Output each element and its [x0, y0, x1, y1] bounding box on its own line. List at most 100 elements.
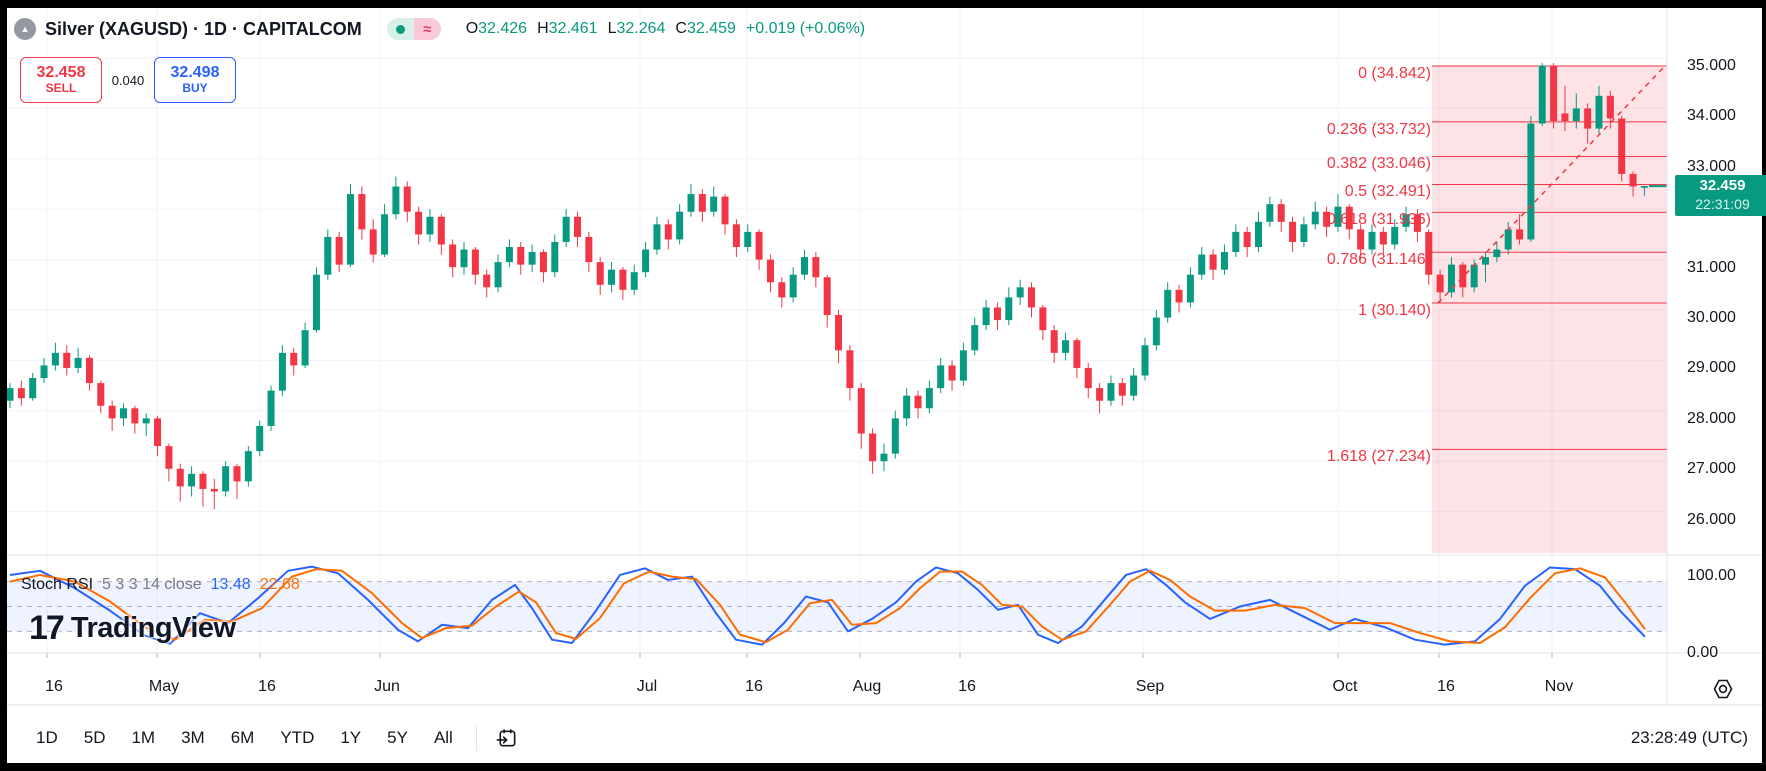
- candle-body: [642, 249, 650, 273]
- price-axis-label: 34.000: [1687, 107, 1736, 125]
- stoch-scale-top: 100.00: [1687, 567, 1736, 584]
- timeframe-button-1y[interactable]: 1Y: [340, 728, 362, 747]
- candle-body: [653, 224, 661, 250]
- stoch-rsi-legend[interactable]: Stoch RSI 5 3 3 14 close 13.48 22.68: [21, 576, 300, 594]
- timeframe-button-all[interactable]: All: [433, 728, 453, 747]
- candle-body: [982, 307, 990, 326]
- candle-body: [1459, 264, 1467, 288]
- candle-body: [835, 315, 843, 351]
- candle-body: [937, 365, 945, 389]
- stoch-k-value: 13.48: [210, 576, 251, 593]
- tradingview-logo[interactable]: 17 TradingView: [29, 609, 236, 648]
- candle-body: [290, 352, 298, 366]
- candle-body: [619, 269, 627, 290]
- candle-body: [1561, 113, 1569, 121]
- candle-body: [857, 388, 865, 434]
- market-status-toggle[interactable]: ≈: [386, 18, 441, 40]
- time-axis-label: 16: [958, 678, 976, 695]
- candle-body: [959, 350, 967, 381]
- timeframe-button-6m[interactable]: 6M: [230, 728, 255, 747]
- candle-body: [267, 390, 275, 426]
- timeframe-button-1d[interactable]: 1D: [36, 728, 58, 747]
- indicator-title: Stoch RSI: [21, 576, 94, 593]
- buy-price: 32.498: [170, 63, 220, 81]
- candle-body: [1323, 211, 1331, 227]
- sell-button[interactable]: 32.458 SELL: [20, 57, 102, 103]
- candle-body: [1550, 65, 1558, 121]
- candle-body: [778, 282, 786, 298]
- candle-body: [312, 274, 320, 331]
- candle-body: [971, 325, 979, 351]
- buy-button[interactable]: 32.498 BUY: [154, 57, 236, 103]
- candle-body: [222, 466, 230, 492]
- time-axis-label: 16: [258, 678, 276, 695]
- candle-body: [1107, 383, 1115, 401]
- candle-body: [721, 196, 729, 225]
- candle-body: [732, 224, 740, 247]
- candle-body: [744, 231, 752, 247]
- timeframe-button-1m[interactable]: 1M: [131, 728, 156, 747]
- price-axis-label: 35.000: [1687, 57, 1736, 74]
- candle-body: [630, 272, 638, 290]
- fib-level-label: 0.5 (32.491): [1344, 183, 1431, 201]
- candle-body: [1334, 206, 1342, 227]
- chart-canvas[interactable]: [7, 8, 1766, 771]
- timeframe-button-5y[interactable]: 5Y: [387, 728, 408, 747]
- fib-level-label: 0.618 (31.936): [1326, 211, 1431, 229]
- candle-body: [1220, 252, 1228, 270]
- candle-body: [494, 262, 502, 288]
- candle-body: [1050, 330, 1058, 353]
- current-price: 32.459: [1699, 177, 1746, 195]
- candle-body: [460, 249, 468, 268]
- go-to-date-icon[interactable]: [489, 720, 525, 756]
- candle-body: [1493, 249, 1501, 258]
- candle-body: [142, 418, 150, 424]
- timeframe-button-ytd[interactable]: YTD: [280, 728, 315, 747]
- symbol-title[interactable]: Silver (XAGUSD) · 1D · CAPITALCOM: [45, 18, 362, 39]
- candle-body: [108, 405, 116, 419]
- time-axis-label: Jun: [374, 678, 400, 695]
- sell-price: 32.458: [36, 63, 86, 81]
- time-axis-label: 16: [1437, 678, 1455, 695]
- price-scale-settings-icon[interactable]: [1709, 675, 1737, 703]
- candle-body: [1255, 221, 1262, 247]
- candle-body: [347, 194, 354, 265]
- open-value: 32.426: [478, 20, 528, 37]
- candle-body: [1447, 264, 1455, 293]
- candle-body: [1357, 229, 1365, 250]
- chart-workspace: ▲ Silver (XAGUSD) · 1D · CAPITALCOM ≈ O3…: [7, 8, 1766, 763]
- candle-body: [369, 229, 377, 255]
- timeframe-button-5d[interactable]: 5D: [83, 728, 106, 747]
- candle-body: [483, 274, 491, 288]
- close-value: 32.459: [686, 20, 736, 37]
- candle-body: [1584, 108, 1592, 129]
- candle-body: [1198, 254, 1206, 275]
- candle-body: [199, 473, 207, 489]
- candle-body: [891, 418, 899, 454]
- utc-clock[interactable]: 23:28:49 (UTC): [1630, 728, 1748, 747]
- candle-body: [403, 186, 411, 212]
- candle-body: [74, 357, 82, 368]
- fib-level-label: 1.618 (27.234): [1326, 448, 1431, 466]
- candle-body: [324, 236, 332, 275]
- candle-body: [1311, 211, 1319, 225]
- price-axis-label: 30.000: [1687, 309, 1736, 326]
- candle-body: [1186, 274, 1194, 303]
- stoch-d-line: [9, 567, 1646, 645]
- sell-label: SELL: [45, 81, 77, 96]
- candle-body: [687, 194, 695, 212]
- candle-body: [415, 211, 423, 235]
- candle-body: [869, 433, 877, 462]
- candle-body: [562, 216, 570, 242]
- candle-body: [1130, 375, 1138, 396]
- timeframe-button-3m[interactable]: 3M: [181, 728, 205, 747]
- candle-body: [676, 211, 684, 240]
- candle-body: [85, 357, 93, 384]
- candle-body: [131, 408, 139, 424]
- candle-body: [449, 244, 457, 268]
- candle-body: [1300, 224, 1308, 242]
- candle-body: [1277, 204, 1285, 222]
- tradingview-wordmark: TradingView: [70, 612, 236, 644]
- fib-zone: [1432, 65, 1667, 554]
